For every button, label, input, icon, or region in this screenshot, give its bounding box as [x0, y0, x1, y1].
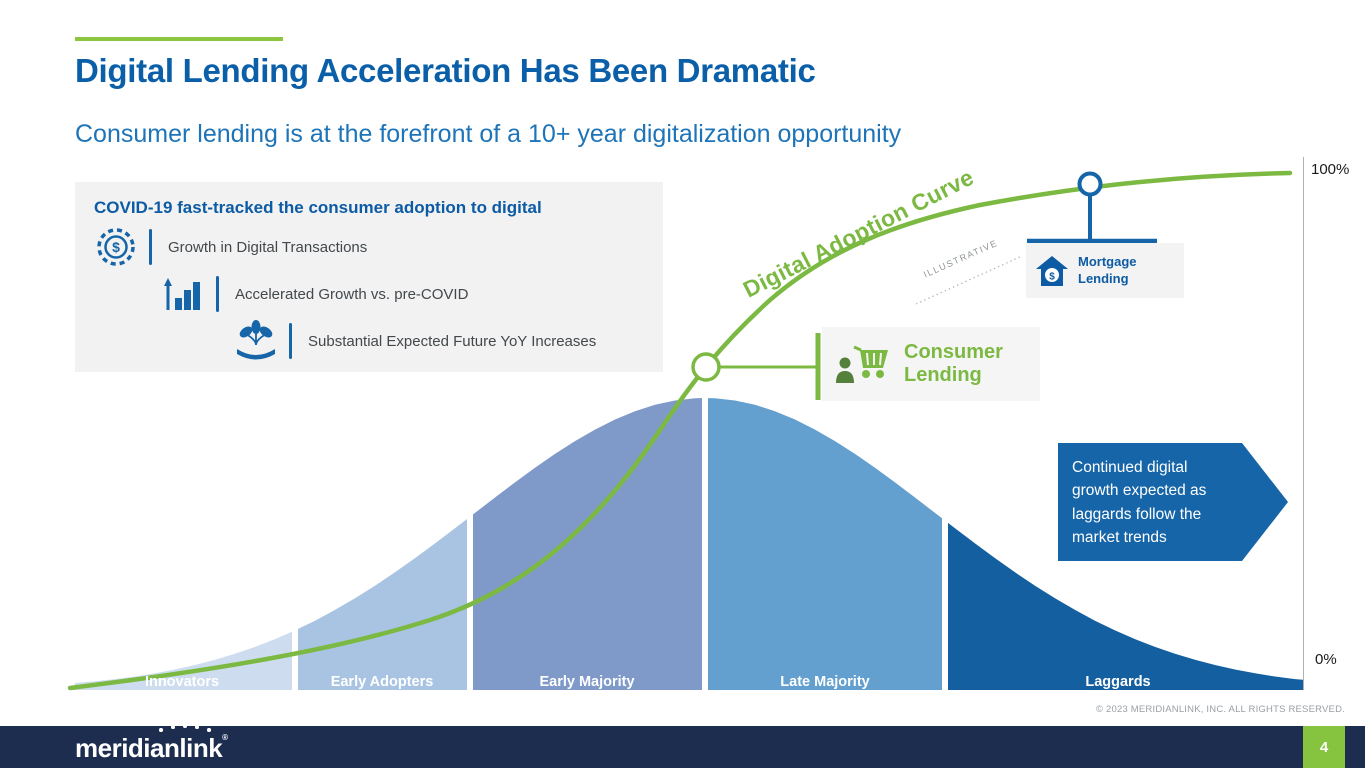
- bell-segment-early-majority: [473, 398, 702, 690]
- logo-dot: [183, 724, 187, 728]
- page-subtitle: Consumer lending is at the forefront of …: [75, 120, 902, 148]
- covid-item-accelerated-growth: Accelerated Growth vs. pre-COVID: [160, 271, 468, 317]
- logo-dot: [159, 728, 163, 732]
- bell-segment-late-majority: [708, 398, 942, 690]
- house-dollar-icon: $: [1034, 254, 1070, 288]
- logo-dot: [207, 728, 211, 732]
- svg-text:$: $: [112, 239, 120, 255]
- segment-label-early-majority: Early Majority: [539, 674, 635, 690]
- mortgage-lending-label: Mortgage Lending: [1078, 254, 1137, 286]
- hand-leaves-icon: [233, 318, 279, 364]
- item-separator: [149, 229, 152, 265]
- consumer-lending-box: Consumer Lending: [822, 327, 1040, 401]
- item-separator: [216, 276, 219, 312]
- s-curve: [67, 170, 1293, 691]
- consumer-lending-label: Consumer Lending: [904, 341, 1003, 386]
- gear-dollar-icon: $: [93, 224, 139, 270]
- mortgage-connector: [1027, 195, 1157, 244]
- covid-item-label: Accelerated Growth vs. pre-COVID: [235, 285, 469, 303]
- accent-line: [75, 37, 283, 41]
- covid-item-digital-transactions: $ Growth in Digital Transactions: [93, 224, 367, 270]
- logo-dot: [171, 725, 175, 729]
- axis-label-100: 100%: [1311, 161, 1350, 178]
- bell-segment-early-adopters: [298, 398, 467, 690]
- svg-text:$: $: [1049, 271, 1055, 282]
- cart-person-icon: [834, 341, 892, 387]
- item-separator: [289, 323, 292, 359]
- covid-item-yoy-increases: Substantial Expected Future YoY Increase…: [233, 318, 596, 364]
- segment-label-late-majority: Late Majority: [780, 674, 870, 690]
- copyright-text: © 2023 MERIDIANLINK, INC. ALL RIGHTS RES…: [1095, 704, 1345, 715]
- illustrative-dotted-line: [915, 255, 1023, 305]
- laggards-callout: Continued digital growth expected as lag…: [1058, 443, 1288, 561]
- growth-bars-icon: [160, 271, 206, 317]
- page-title: Digital Lending Acceleration Has Been Dr…: [75, 52, 816, 89]
- consumer-curve-marker: [691, 352, 721, 382]
- covid-item-label: Growth in Digital Transactions: [168, 238, 368, 256]
- segment-label-innovators: Innovators: [144, 674, 220, 690]
- axis-label-0: 0%: [1315, 651, 1337, 668]
- covid-item-label: Substantial Expected Future YoY Increase…: [308, 332, 597, 350]
- covid-box-heading: COVID-19 fast-tracked the consumer adopt…: [94, 198, 542, 217]
- mortgage-curve-marker: [1077, 171, 1103, 197]
- mortgage-lending-box: $ Mortgage Lending: [1026, 243, 1184, 298]
- logo-dot: [195, 725, 199, 729]
- bell-segment-innovators: [73, 398, 292, 690]
- footer-bar: meridianlink® 4: [0, 724, 1365, 768]
- meridianlink-logo: meridianlink®: [75, 724, 228, 764]
- page-number-badge: 4: [1303, 726, 1345, 768]
- registered-mark: ®: [222, 733, 228, 742]
- consumer-connector: [719, 333, 821, 400]
- segment-label-laggards: Laggards: [1085, 674, 1151, 690]
- covid-info-box: COVID-19 fast-tracked the consumer adopt…: [75, 182, 663, 372]
- segment-label-early-adopters: Early Adopters: [330, 674, 434, 690]
- logo-text: meridianlink: [75, 733, 223, 763]
